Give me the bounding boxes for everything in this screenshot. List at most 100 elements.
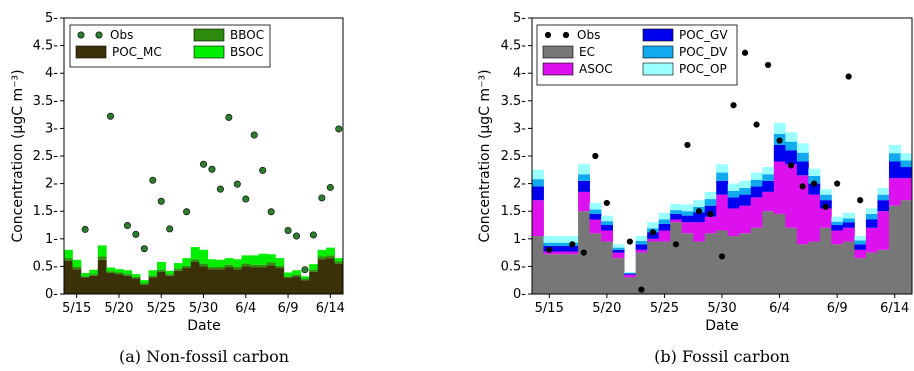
obs-point-20 — [301, 266, 309, 274]
bar-poc-dv-0 — [532, 179, 544, 187]
bar-bboc-29 — [309, 269, 319, 272]
bar-poc-mc-28 — [300, 280, 310, 294]
bar-asoc-3 — [566, 251, 579, 255]
bar-poc-gv-6 — [601, 225, 614, 231]
bar-poc-gv-0 — [532, 186, 544, 201]
legend-label-poc-op: POC_OP — [679, 62, 727, 76]
bar-bsoc-13 — [173, 263, 183, 269]
legend-obs-marker-a — [544, 31, 552, 39]
caption-fossil: (b) Fossil carbon — [654, 347, 790, 366]
bar-poc-mc-1 — [72, 269, 82, 294]
bar-asoc-24 — [808, 194, 821, 242]
bar-poc-gv-16 — [716, 180, 729, 195]
obs-point-19 — [292, 232, 300, 240]
bar-bsoc-32 — [334, 258, 344, 262]
bar-ec-9 — [635, 252, 648, 294]
bar-poc-dv-20 — [762, 174, 775, 181]
bar-bsoc-31 — [326, 247, 335, 256]
bar-poc-mc-29 — [309, 271, 319, 294]
bar-bsoc-2 — [80, 273, 90, 277]
obs-point-10 — [695, 208, 703, 215]
bar-bboc-9 — [140, 283, 149, 285]
bar-poc-mc-21 — [241, 266, 251, 294]
bar-asoc-27 — [842, 227, 855, 242]
bar-bsoc-25 — [275, 258, 285, 266]
bar-poc-mc-12 — [165, 275, 175, 294]
obs-point-16 — [764, 61, 772, 69]
obs-point-3 — [592, 152, 599, 160]
obs-point-21 — [822, 203, 829, 210]
bar-bsoc-19 — [224, 258, 234, 265]
y-tick-label-4: 2- — [513, 177, 526, 192]
bar-poc-dv-32 — [900, 160, 913, 168]
bar-ec-21 — [773, 213, 786, 294]
bar-asoc-4 — [578, 191, 590, 212]
bar-poc-dv-17 — [727, 190, 740, 198]
obs-point-24 — [335, 125, 343, 133]
bars-non-fossil — [64, 245, 344, 294]
obs-point-21 — [309, 231, 317, 239]
bar-poc-mc-0 — [64, 260, 73, 294]
bar-bsoc-26 — [283, 272, 293, 277]
obs-point-17 — [267, 208, 275, 216]
y-tick-label-5: 2.5- — [33, 149, 59, 164]
y-tick-label-10: 5- — [45, 11, 58, 26]
bar-poc-dv-26 — [831, 221, 844, 225]
bar-asoc-25 — [819, 208, 832, 228]
x-axis-label-non-fossil: Date — [187, 318, 220, 334]
bar-ec-5 — [589, 233, 602, 294]
bar-ec-12 — [670, 222, 683, 294]
bar-asoc-11 — [658, 230, 671, 242]
obs-point-20 — [811, 180, 818, 187]
y-tick-label-2: 1- — [45, 232, 58, 247]
bar-ec-3 — [566, 254, 579, 294]
bar-bsoc-14 — [182, 258, 192, 266]
y-axis-non-fossil: 0- 0.5- 1- 1.5- 2- 2.5- 3- 3.5- 4- 4.5- 5- — [33, 11, 64, 302]
y-tick-label-0: 0- — [513, 287, 526, 302]
legend-label-poc-gv: POC_GV — [679, 28, 728, 42]
bar-ec-1 — [543, 254, 556, 294]
bar-poc-gv-17 — [727, 197, 740, 209]
bar-poc-dv-2 — [555, 242, 567, 246]
bar-ec-26 — [831, 244, 844, 294]
bar-asoc-30 — [877, 211, 890, 250]
bar-asoc-16 — [716, 194, 729, 231]
bar-poc-dv-25 — [819, 194, 832, 201]
bar-poc-mc-8 — [131, 278, 141, 294]
bar-ec-28 — [854, 258, 867, 294]
bar-poc-op-27 — [842, 212, 855, 219]
legend-swatch-poc-dv — [642, 45, 674, 59]
legend-obs-marker-b — [562, 31, 570, 39]
bar-ec-14 — [693, 241, 706, 294]
obs-point-11 — [216, 185, 224, 193]
obs-point-5 — [149, 176, 157, 184]
bar-bsoc-17 — [207, 259, 217, 267]
bar-bsoc-21 — [241, 255, 251, 264]
bar-bsoc-12 — [165, 270, 175, 275]
bar-poc-op-29 — [865, 208, 878, 214]
bar-ec-30 — [877, 249, 890, 294]
bar-poc-dv-1 — [543, 242, 556, 246]
bar-bboc-5 — [106, 271, 116, 274]
bar-ec-20 — [762, 211, 775, 294]
bar-poc-dv-6 — [601, 221, 614, 225]
obs-point-6 — [638, 286, 645, 293]
bar-poc-op-3 — [566, 236, 579, 243]
y-tick-label-3: 1.5- — [501, 204, 527, 219]
bar-poc-dv-31 — [888, 153, 901, 162]
bar-poc-op-21 — [773, 122, 786, 134]
bar-poc-mc-27 — [292, 276, 302, 294]
bar-bboc-13 — [173, 268, 183, 271]
bar-poc-gv-3 — [566, 245, 579, 252]
bar-asoc-5 — [589, 219, 602, 234]
obs-point-0 — [81, 225, 89, 233]
bar-poc-mc-16 — [199, 266, 209, 294]
bar-bsoc-6 — [114, 269, 124, 273]
bar-poc-op-9 — [635, 236, 648, 242]
y-tick-label-4: 2- — [45, 177, 58, 192]
bar-bboc-31 — [326, 255, 335, 259]
legend-label-bsoc: BSOC — [230, 45, 263, 59]
bar-poc-op-28 — [854, 236, 867, 241]
legend-swatch-bboc — [193, 28, 225, 42]
bar-poc-gv-24 — [808, 183, 821, 195]
